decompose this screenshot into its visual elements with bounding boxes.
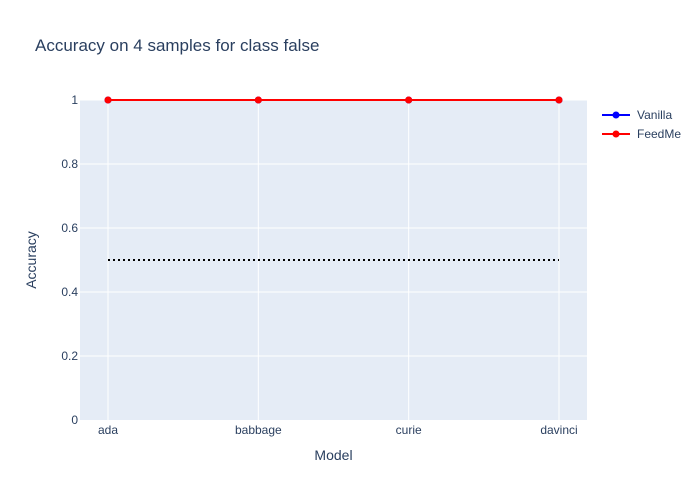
y-axis-title: Accuracy <box>23 231 39 289</box>
legend-item-feedme[interactable]: FeedMe <box>602 127 681 141</box>
y-tick-label: 0.6 <box>61 221 78 235</box>
x-tick-labels: ada babbage curie davinci <box>98 423 578 437</box>
data-point-feedme <box>405 96 413 104</box>
y-tick-label: 0.4 <box>61 285 78 299</box>
legend-marker <box>612 130 620 138</box>
x-tick-label: curie <box>396 423 422 437</box>
legend[interactable]: Vanilla FeedMe <box>602 108 681 141</box>
chart-title: Accuracy on 4 samples for class false <box>35 36 319 55</box>
y-tick-labels: 0 0.2 0.4 0.6 0.8 1 <box>61 93 78 427</box>
series-group <box>104 96 563 104</box>
y-tick-label: 0.8 <box>61 157 78 171</box>
legend-item-vanilla[interactable]: Vanilla <box>602 108 672 122</box>
data-point-feedme <box>555 96 563 104</box>
legend-label: Vanilla <box>637 108 672 122</box>
y-tick-label: 0.2 <box>61 349 78 363</box>
data-point-feedme <box>254 96 262 104</box>
x-axis-title: Model <box>314 447 352 463</box>
y-tick-label: 1 <box>71 93 78 107</box>
data-point-feedme <box>104 96 112 104</box>
x-tick-label: ada <box>98 423 118 437</box>
legend-label: FeedMe <box>637 127 681 141</box>
x-tick-label: babbage <box>235 423 282 437</box>
y-tick-label: 0 <box>71 413 78 427</box>
x-tick-label: davinci <box>540 423 577 437</box>
grid <box>80 99 587 420</box>
legend-marker <box>612 111 620 119</box>
